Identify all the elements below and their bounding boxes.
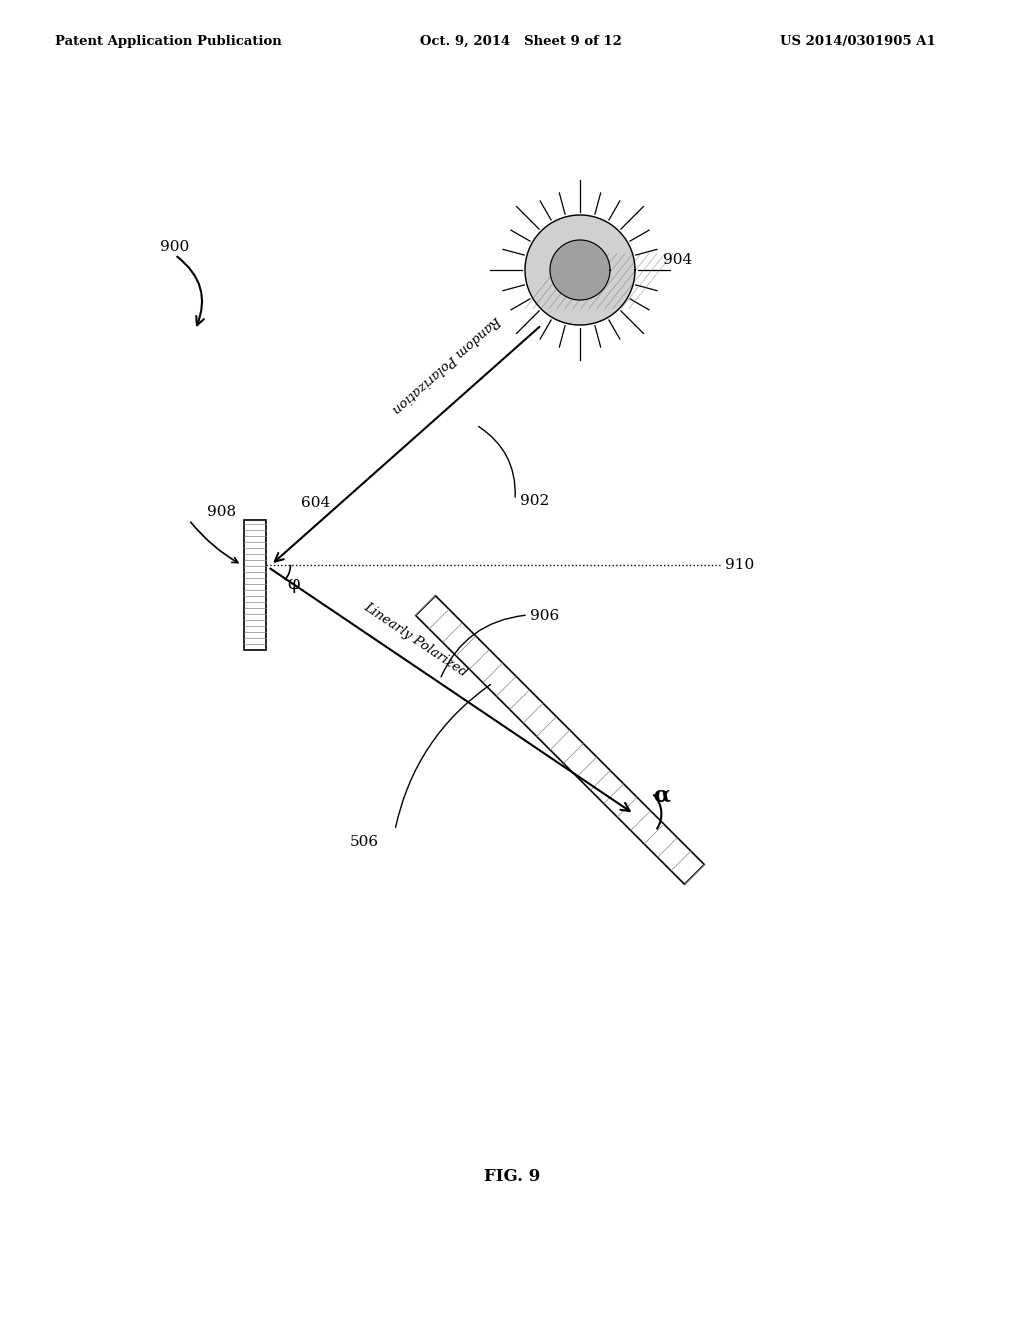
Text: Linearly Polarized: Linearly Polarized [360,601,469,680]
Text: 506: 506 [350,836,379,849]
Text: 904: 904 [663,253,692,267]
Bar [244,520,266,649]
Text: 910: 910 [725,558,755,572]
Polygon shape [550,240,610,300]
Text: US 2014/0301905 A1: US 2014/0301905 A1 [780,36,936,48]
Text: 604: 604 [301,496,331,510]
Polygon shape [525,215,635,325]
Polygon shape [416,595,705,884]
Text: 900: 900 [160,240,189,253]
Text: 908: 908 [207,506,236,519]
Text: Random Polarization: Random Polarization [389,313,503,414]
Text: Oct. 9, 2014   Sheet 9 of 12: Oct. 9, 2014 Sheet 9 of 12 [420,36,622,48]
Text: Patent Application Publication: Patent Application Publication [55,36,282,48]
Text: α: α [653,785,671,807]
Text: φ: φ [288,576,300,593]
Text: 906: 906 [530,609,559,623]
Text: 902: 902 [520,494,549,508]
FancyArrowPatch shape [177,256,204,325]
Text: FIG. 9: FIG. 9 [484,1168,540,1185]
